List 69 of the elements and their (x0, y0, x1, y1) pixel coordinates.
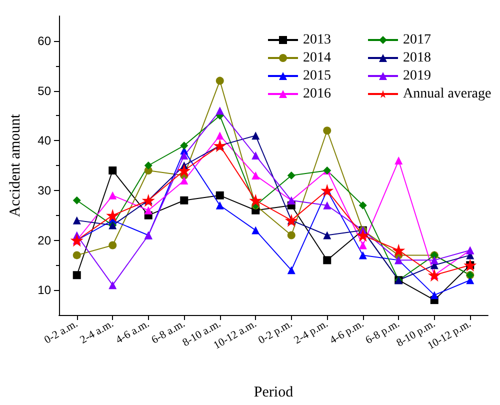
point (430, 291, 438, 300)
x-tick-label: 2-4 p.m. (292, 318, 330, 347)
point (72, 216, 81, 224)
point (323, 231, 332, 240)
x-tick-label: 0-2 p.m. (256, 318, 295, 347)
point (180, 176, 188, 184)
point (213, 139, 226, 152)
point (249, 194, 262, 207)
point (72, 196, 81, 204)
point (142, 194, 155, 207)
point (320, 184, 334, 197)
point (180, 152, 188, 160)
y-tick-label: 10 (38, 283, 52, 298)
point (428, 268, 441, 282)
x-tick-label: 4-6 a.m. (114, 318, 152, 346)
x-axis-title: Period (254, 384, 294, 400)
point (108, 191, 117, 200)
point (252, 171, 260, 180)
y-tick-label: 20 (38, 233, 52, 248)
point (144, 206, 152, 214)
point (108, 241, 117, 250)
x-tick-label: 0-2 a.m. (42, 318, 80, 346)
y-tick-label: 40 (38, 134, 52, 148)
point (323, 256, 332, 264)
legend-label: 2018 (403, 50, 431, 66)
point (216, 106, 224, 115)
point (252, 152, 260, 160)
point (358, 251, 367, 260)
point (430, 256, 438, 264)
x-tick-label: 2-4 a.m. (78, 318, 116, 346)
point (323, 201, 332, 210)
point (464, 258, 477, 272)
y-tick-label: 30 (38, 183, 52, 198)
point (358, 241, 367, 250)
point (356, 228, 370, 242)
point (180, 196, 188, 204)
legend-label: 2015 (303, 68, 331, 84)
legend-label: 2016 (303, 86, 331, 102)
point (180, 142, 188, 150)
y-tick-label: 60 (38, 34, 52, 48)
x-tick-label: 4-6 p.m. (328, 318, 366, 347)
legend-label: 2014 (303, 50, 331, 66)
point (216, 132, 224, 140)
point (144, 162, 152, 170)
y-axis-title: Accident amount (8, 113, 24, 217)
y-tick-label: 50 (38, 84, 52, 98)
point (106, 208, 120, 222)
point (108, 166, 117, 174)
point (323, 126, 332, 135)
legend-label: 2019 (403, 68, 431, 84)
point (252, 226, 260, 234)
legend-label: 2017 (403, 32, 431, 48)
point (252, 132, 260, 140)
point (72, 251, 81, 260)
point (108, 281, 117, 290)
legend-label: 2013 (303, 32, 331, 48)
legend-label: Annual average (403, 86, 492, 102)
point (394, 156, 403, 165)
point (287, 266, 296, 274)
point (392, 244, 406, 257)
point (178, 164, 191, 177)
point (358, 201, 367, 210)
point (216, 191, 224, 200)
point (284, 214, 298, 227)
point (287, 231, 296, 240)
point (287, 171, 296, 180)
point (216, 201, 224, 210)
point (72, 271, 81, 280)
point (216, 76, 224, 85)
